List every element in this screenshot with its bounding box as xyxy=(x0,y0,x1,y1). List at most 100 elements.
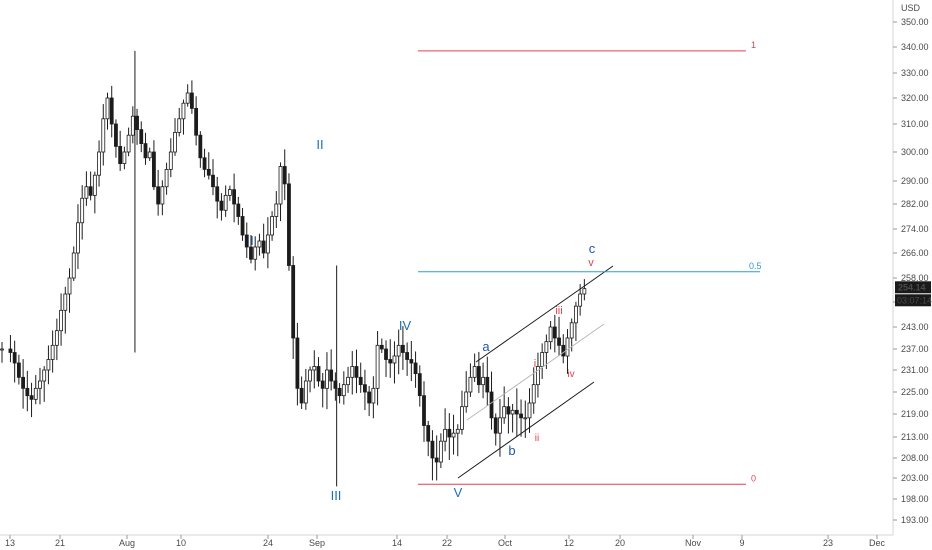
candle xyxy=(257,233,262,256)
time-tick-label: 14 xyxy=(392,538,402,548)
time-axis[interactable]: 13 21 Aug 10 24 Sep 14 22 Oct 12 20 Nov 9 23 Dec xyxy=(0,534,893,548)
candle xyxy=(21,359,26,409)
candle xyxy=(122,146,127,170)
candle xyxy=(325,352,329,410)
candle xyxy=(76,204,80,269)
price-axis[interactable]: USD 350.00 340.00 330.00 320.00 310.00 300.00 2… xyxy=(892,0,932,535)
candle xyxy=(59,293,63,346)
candle xyxy=(164,162,169,195)
candle xyxy=(498,398,502,457)
candle xyxy=(354,349,359,394)
wave-label: iii xyxy=(555,305,562,317)
candle xyxy=(202,148,207,178)
price-tick-label: 219.00 xyxy=(901,409,929,419)
candle xyxy=(527,388,532,433)
candle xyxy=(249,235,253,264)
candle xyxy=(198,131,203,168)
candle xyxy=(54,318,59,361)
candle xyxy=(156,169,161,216)
candle xyxy=(105,92,110,130)
candle xyxy=(109,85,114,138)
candle xyxy=(126,127,131,157)
time-tick-label: 12 xyxy=(564,538,574,548)
candle xyxy=(460,390,464,435)
candle xyxy=(92,171,97,214)
candle xyxy=(0,341,4,363)
time-tick-label: 24 xyxy=(263,538,273,548)
candle xyxy=(29,382,34,418)
candle xyxy=(211,159,215,196)
candle xyxy=(346,366,350,393)
candle xyxy=(536,352,540,398)
candle xyxy=(447,413,452,460)
wave-label: II xyxy=(316,137,323,152)
time-tick-label: 13 xyxy=(5,538,15,548)
price-tick-label: 330.00 xyxy=(901,68,929,78)
price-tick-label: 274.00 xyxy=(901,224,929,234)
candle xyxy=(303,368,308,410)
candle xyxy=(236,196,241,225)
candle xyxy=(215,176,220,219)
candle xyxy=(350,351,355,395)
fib-levels: 10.50 xyxy=(418,40,762,485)
wave-label: ii xyxy=(535,433,539,444)
candle xyxy=(38,367,42,405)
candle xyxy=(426,420,431,457)
candle xyxy=(329,349,334,391)
time-tick-label: Aug xyxy=(119,538,135,548)
candle xyxy=(282,149,287,201)
time-tick-label: 10 xyxy=(176,538,186,548)
channel-upper-line[interactable] xyxy=(475,265,614,363)
candle xyxy=(409,340,414,382)
wave-label: III xyxy=(331,488,342,503)
candle xyxy=(114,119,118,158)
candle xyxy=(67,268,72,313)
time-tick-label: 23 xyxy=(823,538,833,548)
candle xyxy=(8,334,13,363)
candle xyxy=(540,343,545,379)
time-tick-label: Sep xyxy=(309,538,325,548)
currency-label: USD xyxy=(901,3,921,13)
candle xyxy=(464,371,469,413)
wave-label: v xyxy=(588,257,594,269)
candle xyxy=(405,342,410,376)
price-tick-label: 282.00 xyxy=(901,199,929,209)
candle xyxy=(396,329,401,375)
price-tick-label: 340.00 xyxy=(901,42,929,52)
price-tick-label: 266.00 xyxy=(901,248,929,258)
price-tick-label: 193.00 xyxy=(901,515,929,525)
candle xyxy=(139,121,144,153)
channel-lower-line[interactable] xyxy=(457,381,595,479)
candle xyxy=(481,362,485,399)
candle xyxy=(489,371,494,430)
candle xyxy=(265,217,270,269)
candle xyxy=(523,400,528,438)
candle xyxy=(451,414,456,455)
candle xyxy=(384,340,388,377)
candle xyxy=(468,363,473,397)
candle xyxy=(42,366,47,402)
candle xyxy=(519,399,523,437)
candle xyxy=(278,162,283,222)
candle xyxy=(430,430,435,481)
candle xyxy=(189,80,194,114)
candle xyxy=(308,366,312,393)
candle xyxy=(358,362,363,393)
candle xyxy=(194,96,199,146)
candle xyxy=(506,397,511,434)
candle xyxy=(320,373,325,408)
candle xyxy=(388,339,393,378)
candle xyxy=(177,107,182,137)
candle xyxy=(379,338,384,353)
candlestick-series xyxy=(0,50,587,487)
wave-label: V xyxy=(454,485,463,500)
candle xyxy=(574,301,578,342)
time-tick-label: Dec xyxy=(869,538,886,548)
channel-mid-line[interactable] xyxy=(466,323,605,421)
candle xyxy=(367,385,372,417)
price-tick-label: 203.00 xyxy=(901,473,929,483)
candle xyxy=(71,246,76,282)
candle xyxy=(299,376,304,410)
